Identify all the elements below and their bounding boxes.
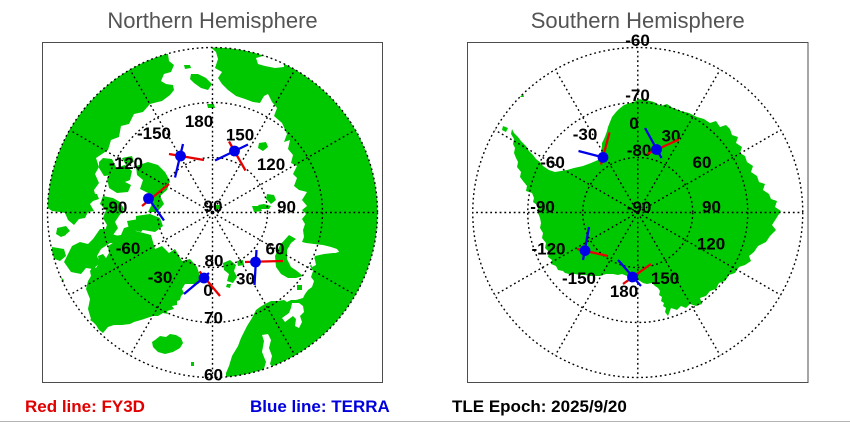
svg-text:-120: -120 xyxy=(531,240,565,259)
svg-text:-70: -70 xyxy=(625,86,650,105)
svg-text:-90: -90 xyxy=(103,198,128,217)
svg-text:60: 60 xyxy=(204,366,223,385)
svg-text:Blue line: TERRA: Blue line: TERRA xyxy=(250,397,390,416)
svg-text:-60: -60 xyxy=(625,31,650,50)
svg-text:60: 60 xyxy=(693,153,712,172)
svg-text:Red line: FY3D: Red line: FY3D xyxy=(25,397,145,416)
svg-text:-60: -60 xyxy=(540,153,565,172)
svg-text:0: 0 xyxy=(203,281,212,300)
svg-text:30: 30 xyxy=(236,270,255,289)
svg-text:70: 70 xyxy=(204,309,223,328)
svg-text:TLE Epoch: 2025/9/20: TLE Epoch: 2025/9/20 xyxy=(452,397,627,416)
svg-text:120: 120 xyxy=(697,235,725,254)
svg-text:180: 180 xyxy=(610,282,638,301)
svg-text:-80: -80 xyxy=(627,141,652,160)
svg-text:-30: -30 xyxy=(573,125,598,144)
svg-text:90: 90 xyxy=(204,197,223,216)
svg-text:-150: -150 xyxy=(562,269,596,288)
svg-text:120: 120 xyxy=(257,155,285,174)
svg-text:-90: -90 xyxy=(627,198,652,217)
svg-text:-30: -30 xyxy=(148,268,173,287)
svg-text:Northern Hemisphere: Northern Hemisphere xyxy=(107,8,317,33)
svg-text:-120: -120 xyxy=(109,154,143,173)
svg-text:60: 60 xyxy=(266,240,285,259)
svg-text:-90: -90 xyxy=(530,198,555,217)
svg-text:180: 180 xyxy=(185,112,213,131)
svg-text:90: 90 xyxy=(702,198,721,217)
svg-text:80: 80 xyxy=(205,252,224,271)
svg-text:Southern Hemisphere: Southern Hemisphere xyxy=(531,8,745,33)
svg-text:90: 90 xyxy=(277,198,296,217)
svg-text:150: 150 xyxy=(226,126,254,145)
svg-text:0: 0 xyxy=(629,114,638,133)
svg-text:150: 150 xyxy=(651,269,679,288)
svg-text:-150: -150 xyxy=(137,124,171,143)
svg-text:-60: -60 xyxy=(116,239,141,258)
